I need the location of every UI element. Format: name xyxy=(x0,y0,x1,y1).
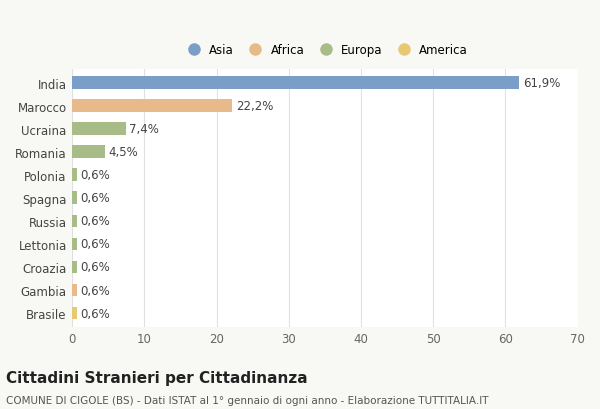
Text: 4,5%: 4,5% xyxy=(108,146,138,159)
Bar xyxy=(72,123,125,136)
Bar xyxy=(72,146,104,159)
Bar xyxy=(72,169,77,182)
Text: 0,6%: 0,6% xyxy=(80,307,110,320)
Bar xyxy=(72,261,77,274)
Bar xyxy=(72,192,77,204)
Text: 0,6%: 0,6% xyxy=(80,284,110,297)
Bar xyxy=(72,307,77,320)
Text: 0,6%: 0,6% xyxy=(80,192,110,205)
Text: COMUNE DI CIGOLE (BS) - Dati ISTAT al 1° gennaio di ogni anno - Elaborazione TUT: COMUNE DI CIGOLE (BS) - Dati ISTAT al 1°… xyxy=(6,395,488,405)
Text: 0,6%: 0,6% xyxy=(80,238,110,251)
Text: 7,4%: 7,4% xyxy=(129,123,159,136)
Text: 61,9%: 61,9% xyxy=(523,77,560,90)
Bar xyxy=(72,100,232,112)
Text: 0,6%: 0,6% xyxy=(80,169,110,182)
Bar xyxy=(72,284,77,297)
Text: Cittadini Stranieri per Cittadinanza: Cittadini Stranieri per Cittadinanza xyxy=(6,370,308,385)
Text: 0,6%: 0,6% xyxy=(80,215,110,228)
Bar xyxy=(72,238,77,251)
Text: 0,6%: 0,6% xyxy=(80,261,110,274)
Bar xyxy=(72,77,519,90)
Text: 22,2%: 22,2% xyxy=(236,100,274,113)
Bar xyxy=(72,215,77,228)
Legend: Asia, Africa, Europa, America: Asia, Africa, Europa, America xyxy=(178,39,472,62)
